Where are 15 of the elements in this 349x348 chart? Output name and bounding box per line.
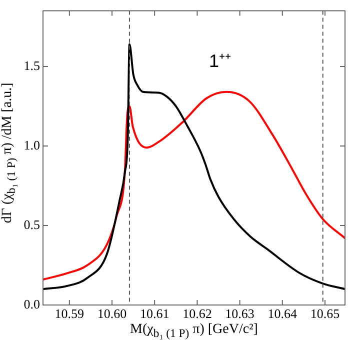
annotation: 1⁺⁺: [209, 50, 232, 72]
line-series: [43, 90, 345, 281]
x-tick-label: 10.60: [97, 306, 127, 322]
x-tick-label: 10.64: [268, 306, 298, 322]
y-tick-label: 1.0: [24, 137, 40, 152]
x-tick-label: 10.65: [310, 306, 340, 322]
x-tick-label: 10.62: [182, 306, 212, 322]
x-axis-title: M(χ$_{b₁ (1 P)}$ π) [GeV/c²]: [129, 322, 259, 340]
y-tick-label: 0.0: [24, 296, 40, 312]
line-series: [43, 43, 345, 290]
x-tick-label: 10.59: [54, 306, 84, 322]
x-tick-label: 10.61: [140, 306, 170, 322]
y-tick-label: 1.5: [24, 58, 40, 73]
y-tick-label: 0.5: [24, 216, 40, 232]
x-tick-label: 10.63: [225, 306, 254, 322]
